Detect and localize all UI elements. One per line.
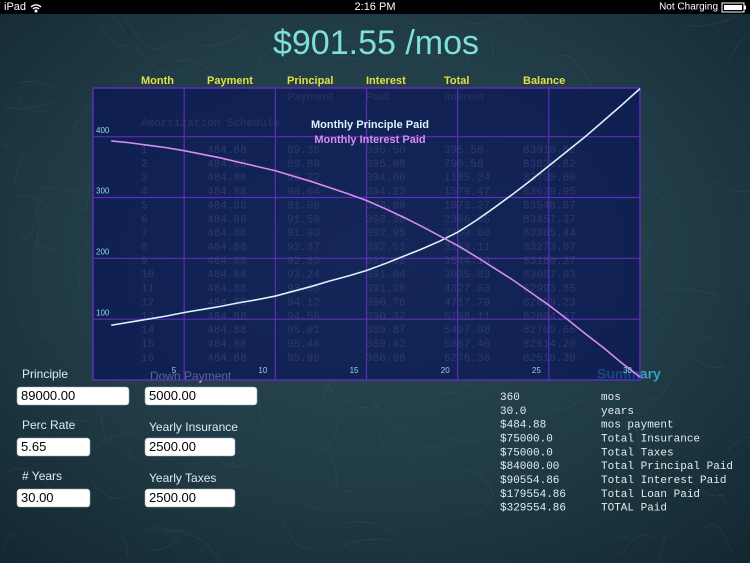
summary-cell: mos payment bbox=[601, 420, 674, 432]
payment-title: $901.55 /mos bbox=[273, 24, 479, 62]
text-field[interactable] bbox=[144, 386, 258, 406]
column-header: Payment bbox=[207, 75, 253, 87]
summary-cell: 360 bbox=[500, 392, 520, 404]
summary-cell: Total Principal Paid bbox=[601, 461, 733, 473]
column-header: Interest bbox=[366, 75, 406, 87]
summary-cell: $484.88 bbox=[500, 420, 546, 432]
summary-cell: $75000.0 bbox=[500, 447, 553, 459]
battery-status: Not Charging bbox=[659, 2, 718, 13]
y-tick-label: 200 bbox=[96, 247, 110, 256]
text-field[interactable] bbox=[16, 386, 130, 406]
field-label: # Years bbox=[22, 469, 62, 483]
field-value[interactable]: 89000.00 bbox=[21, 388, 75, 403]
field-label: Perc Rate bbox=[22, 418, 76, 432]
wifi-icon bbox=[30, 4, 42, 13]
field-value[interactable]: 5000.00 bbox=[149, 388, 196, 403]
column-header: Total bbox=[444, 75, 469, 87]
summary-cell: $329554.86 bbox=[500, 503, 566, 515]
field-label: Yearly Insurance bbox=[149, 420, 238, 434]
text-field[interactable] bbox=[16, 437, 91, 457]
summary-cell: $90554.86 bbox=[500, 475, 559, 487]
field-label: Principle bbox=[22, 367, 68, 381]
x-tick-label: 30 bbox=[623, 366, 632, 375]
field-value[interactable]: 30.00 bbox=[21, 490, 54, 505]
text-field[interactable] bbox=[144, 488, 236, 508]
y-tick-label: 300 bbox=[96, 187, 110, 196]
x-tick-label: 5 bbox=[172, 366, 177, 375]
text-field[interactable] bbox=[144, 437, 236, 457]
series-line bbox=[111, 88, 641, 327]
field-label: Yearly Taxes bbox=[149, 471, 216, 485]
field-value[interactable]: 5.65 bbox=[21, 439, 46, 454]
status-bar bbox=[0, 0, 750, 14]
series-line bbox=[111, 140, 641, 378]
field-value[interactable]: 2500.00 bbox=[149, 439, 196, 454]
column-header: Month bbox=[141, 75, 174, 87]
summary-cell: Total Loan Paid bbox=[601, 489, 700, 501]
x-tick-label: 15 bbox=[350, 366, 359, 375]
device-name: iPad bbox=[4, 1, 26, 13]
summary-cell: years bbox=[601, 406, 634, 418]
battery-icon bbox=[721, 2, 746, 13]
summary-cell: Total Taxes bbox=[601, 447, 674, 459]
x-tick-label: 20 bbox=[441, 366, 450, 375]
field-value[interactable]: 2500.00 bbox=[149, 490, 196, 505]
summary-cell: Total Insurance bbox=[601, 433, 700, 445]
x-tick-label: 10 bbox=[258, 366, 267, 375]
text-field[interactable] bbox=[16, 488, 91, 508]
summary-cell: mos bbox=[601, 392, 621, 404]
legend-entry: Monthly Interest Paid bbox=[314, 134, 425, 146]
legend-entry: Monthly Principle Paid bbox=[311, 119, 429, 131]
summary-cell: $179554.86 bbox=[500, 489, 566, 501]
clock: 2:16 PM bbox=[355, 1, 396, 13]
column-header: Principal bbox=[287, 75, 333, 87]
summary-cell: $84000.00 bbox=[500, 461, 559, 473]
summary-cell: $75000.0 bbox=[500, 433, 553, 445]
summary-cell: Total Interest Paid bbox=[601, 475, 726, 487]
y-tick-label: 100 bbox=[96, 308, 110, 317]
summary-cell: 30.0 bbox=[500, 406, 526, 418]
x-tick-label: 25 bbox=[532, 366, 541, 375]
y-tick-label: 400 bbox=[96, 126, 110, 135]
column-header: Balance bbox=[523, 75, 565, 87]
summary-cell: TOTAL Paid bbox=[601, 503, 667, 515]
